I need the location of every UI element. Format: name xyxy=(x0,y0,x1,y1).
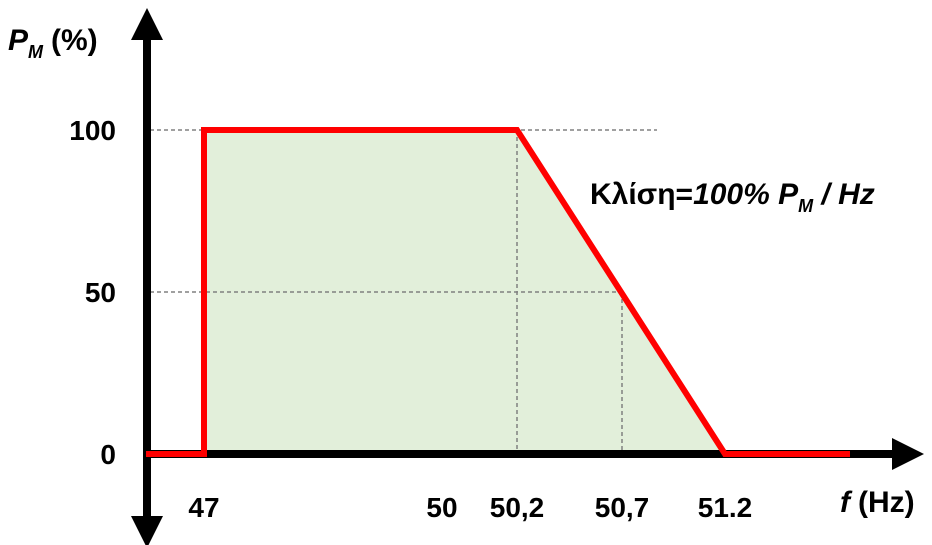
shaded-area xyxy=(204,130,725,454)
x-tick-label: 47 xyxy=(188,492,219,523)
y-tick-labels: 100 50 0 xyxy=(69,115,116,470)
y-tick-label: 50 xyxy=(85,277,116,308)
series-line xyxy=(146,127,850,457)
x-tick-label: 50,2 xyxy=(490,492,545,523)
x-tick-label: 50 xyxy=(426,492,457,523)
x-axis-label: f (Hz) xyxy=(840,486,915,519)
x-tick-labels: 47 50 50,2 50,7 51.2 xyxy=(188,492,752,523)
slope-annotation: Κλίση=100% PM / Hz xyxy=(590,178,875,216)
y-axis-label: PM (%) xyxy=(8,24,98,62)
x-tick-label: 50,7 xyxy=(595,492,650,523)
y-tick-label: 100 xyxy=(69,115,116,146)
y-tick-label: 0 xyxy=(100,439,116,470)
x-tick-label: 51.2 xyxy=(698,492,753,523)
